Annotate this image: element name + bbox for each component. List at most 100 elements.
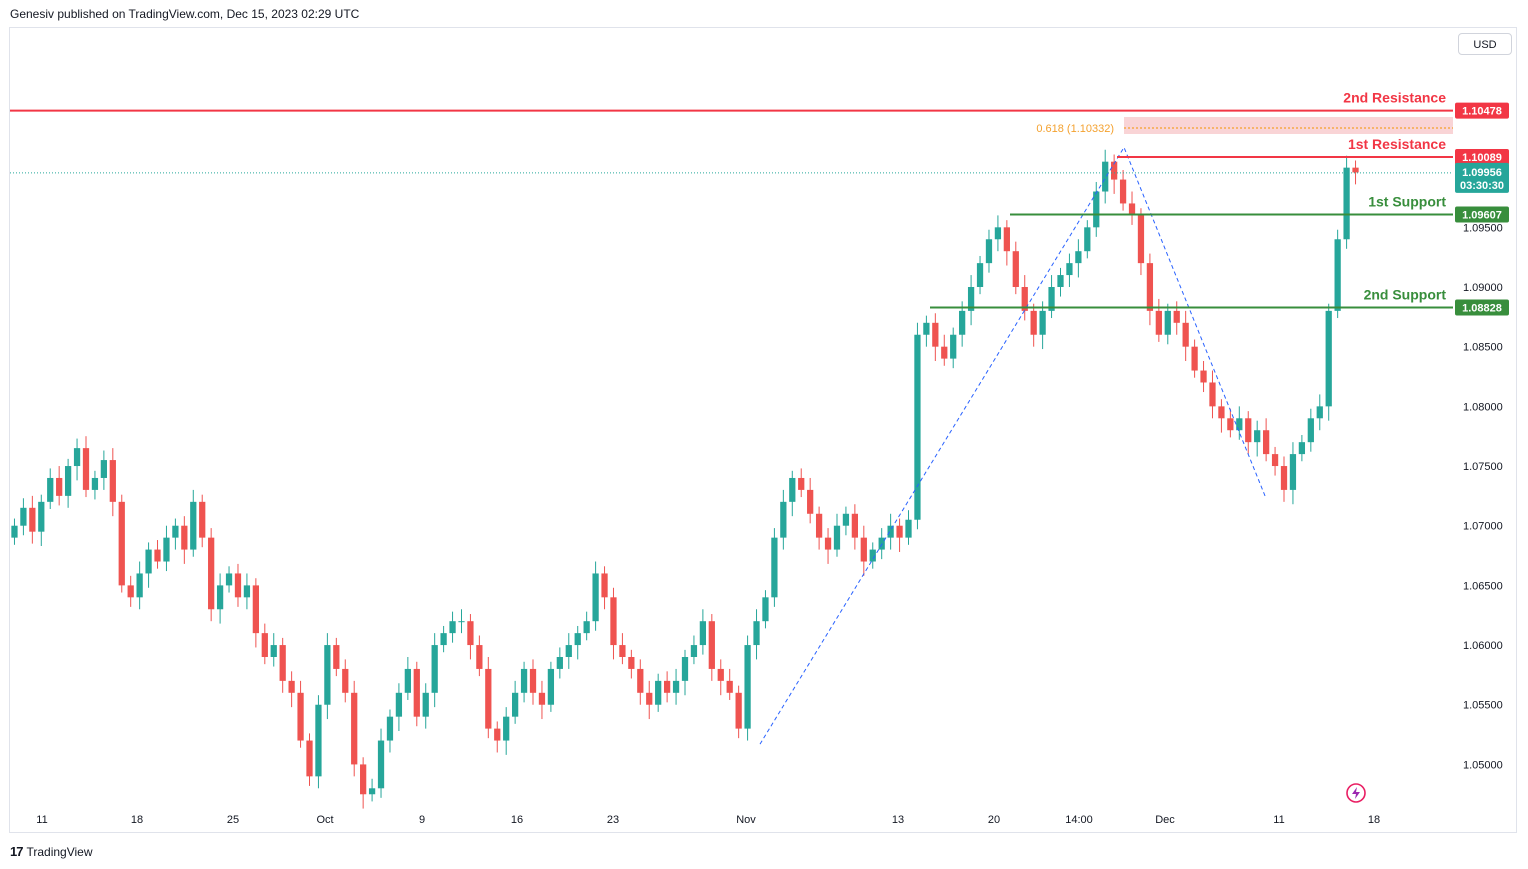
candle-body xyxy=(672,680,680,693)
candle-body xyxy=(1075,251,1082,264)
candle-body xyxy=(306,740,313,777)
candle xyxy=(646,680,653,720)
candle-body xyxy=(1182,322,1189,347)
candle-body xyxy=(270,645,277,657)
x-tick-label: 25 xyxy=(227,814,239,826)
candle xyxy=(663,671,671,703)
candle xyxy=(914,322,921,530)
candle-body xyxy=(11,525,18,538)
badge-value: 1.10089 xyxy=(1462,152,1502,164)
candle-body xyxy=(1164,310,1171,335)
candle-body xyxy=(574,633,581,646)
candle xyxy=(967,275,975,326)
candle-body xyxy=(1245,418,1252,443)
candle-body xyxy=(82,448,90,490)
level-label: 2nd Resistance xyxy=(1343,90,1446,106)
candle xyxy=(225,566,233,593)
candle xyxy=(47,468,54,509)
candle-body xyxy=(1191,346,1198,371)
candle xyxy=(529,659,537,705)
candle xyxy=(1075,239,1082,278)
candle-body xyxy=(708,621,715,669)
badge-value: 1.08828 xyxy=(1462,303,1502,315)
candle-body xyxy=(154,549,161,562)
candle xyxy=(1307,408,1314,452)
candle xyxy=(565,633,572,669)
y-tick-label: 1.05500 xyxy=(1463,700,1503,712)
candle-body xyxy=(360,764,367,795)
candle xyxy=(118,494,125,593)
level-label: 1st Support xyxy=(1368,194,1446,210)
candle xyxy=(163,525,170,572)
price-badge: 1.08828 xyxy=(1455,299,1509,316)
x-tick-label: 18 xyxy=(1368,814,1380,826)
candle-body xyxy=(610,597,617,646)
candle xyxy=(592,561,599,631)
candle-body xyxy=(815,513,823,538)
candle-body xyxy=(252,585,259,634)
candle-body xyxy=(824,537,832,550)
trend-dashed-line xyxy=(759,146,1267,745)
y-tick-label: 1.06000 xyxy=(1463,640,1503,652)
candle xyxy=(485,657,492,739)
candle xyxy=(413,661,420,727)
candle-body xyxy=(1003,227,1010,252)
candle xyxy=(297,680,304,748)
candle-body xyxy=(315,704,322,777)
candle-body xyxy=(243,585,251,598)
time-axis[interactable]: 11 18 25 Oct 9 16 23 Nov 13 20 14:00 Dec 11 18 xyxy=(36,814,1380,826)
candle-body xyxy=(136,573,143,598)
candle-body xyxy=(225,573,233,586)
candle-body xyxy=(91,477,99,490)
candle xyxy=(780,489,787,550)
candle-body xyxy=(1280,466,1288,490)
candle xyxy=(172,518,179,550)
trend-lines xyxy=(759,146,1267,745)
candle-body xyxy=(1021,287,1028,311)
badge-bg xyxy=(1455,206,1509,223)
candle-body xyxy=(288,680,295,693)
y-tick-label: 1.07000 xyxy=(1463,521,1503,533)
candle-body xyxy=(959,310,966,335)
candle-body xyxy=(753,621,760,646)
candle xyxy=(753,609,760,660)
candle xyxy=(199,494,206,548)
candle-body xyxy=(896,525,903,538)
candle-body xyxy=(967,287,975,311)
tradingview-footer[interactable]: 17 TradingView xyxy=(10,844,93,859)
candle-body xyxy=(547,668,555,705)
currency-button[interactable]: USD xyxy=(1458,33,1512,55)
candle-body xyxy=(324,645,331,705)
candle xyxy=(91,470,99,500)
candle xyxy=(1030,303,1037,347)
x-tick-label: 14:00 xyxy=(1065,814,1093,826)
candle-body xyxy=(449,621,456,634)
candle-body xyxy=(529,668,537,693)
candle xyxy=(1039,301,1046,350)
x-tick-label: 13 xyxy=(892,814,904,826)
price-axis[interactable]: 1.09500 1.09000 1.08500 1.08000 1.07500 1.070… xyxy=(1463,222,1503,771)
candle xyxy=(789,470,796,517)
x-tick-label: 11 xyxy=(1273,814,1284,826)
candle xyxy=(1200,361,1207,393)
candle xyxy=(360,757,367,809)
candle xyxy=(1334,229,1341,319)
candle xyxy=(216,573,224,624)
candle xyxy=(610,587,617,660)
y-tick-label: 1.08500 xyxy=(1463,342,1503,354)
badge-value: 1.10478 xyxy=(1462,106,1502,118)
candle xyxy=(342,659,349,703)
lightning-icon[interactable] xyxy=(1346,783,1366,803)
candle xyxy=(1102,149,1109,204)
candle xyxy=(807,477,814,524)
y-tick-label: 1.05000 xyxy=(1463,759,1503,771)
candle-body xyxy=(923,322,930,335)
candle-body xyxy=(512,692,519,717)
candle xyxy=(1084,220,1091,259)
candle-body xyxy=(485,668,492,729)
candle-body xyxy=(690,645,698,657)
candle-body xyxy=(1262,430,1270,455)
candle-body xyxy=(628,657,635,669)
candle-body xyxy=(520,668,528,693)
